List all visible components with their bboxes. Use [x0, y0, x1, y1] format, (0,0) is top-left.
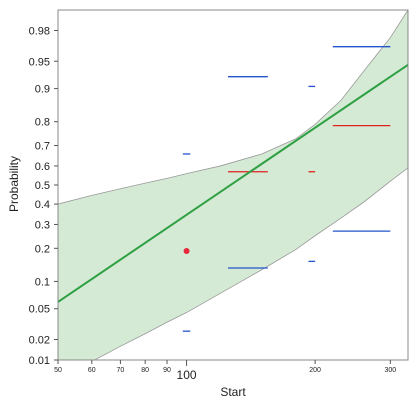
- confidence-band-area: [58, 10, 408, 360]
- confidence-band-lower: [93, 167, 408, 360]
- y-axis-title: Probability: [7, 156, 21, 212]
- fit-line: [58, 63, 408, 303]
- y-tick-label: 0.9: [35, 84, 50, 96]
- y-tick-label: 0.3: [35, 219, 50, 231]
- x-tick-label: 90: [163, 367, 171, 374]
- x-tick-label: 60: [88, 367, 96, 374]
- y-tick-label: 0.7: [35, 141, 50, 153]
- y-tick-label: 0.5: [35, 180, 50, 192]
- y-axis: 0.01 0.02 0.05 0.1 0.2 0.3 0.4 0.5 0.6 0.7 0.8 0.9 0…: [29, 26, 58, 367]
- y-tick-label: 0.05: [29, 304, 50, 316]
- x-tick-label: 50: [54, 367, 62, 374]
- data-point: [183, 248, 190, 255]
- x-tick-label: 70: [117, 367, 125, 374]
- confidence-band-upper: [58, 10, 408, 205]
- y-tick-label: 0.98: [29, 26, 50, 38]
- y-tick-label: 0.02: [29, 334, 50, 346]
- y-tick-label: 0.1: [35, 276, 50, 288]
- y-tick-label: 0.2: [35, 243, 50, 255]
- y-tick-label: 0.01: [29, 355, 50, 367]
- y-tick-label: 0.95: [29, 56, 50, 68]
- interval-layer: [182, 46, 391, 332]
- x-tick-label: 300: [384, 367, 396, 374]
- point-layer: [183, 248, 190, 255]
- x-axis: 50 60 70 80 90 100 200 300: [54, 360, 396, 382]
- x-tick-label: 100: [177, 368, 197, 382]
- y-tick-label: 0.8: [35, 117, 50, 129]
- fit-line-layer: [58, 63, 408, 303]
- y-tick-label: 0.6: [35, 161, 50, 173]
- x-tick-label: 80: [141, 367, 149, 374]
- x-tick-label: 200: [309, 367, 321, 374]
- confidence-band-layer: [58, 10, 408, 360]
- y-tick-label: 0.4: [35, 199, 50, 211]
- x-axis-title: Start: [220, 385, 246, 399]
